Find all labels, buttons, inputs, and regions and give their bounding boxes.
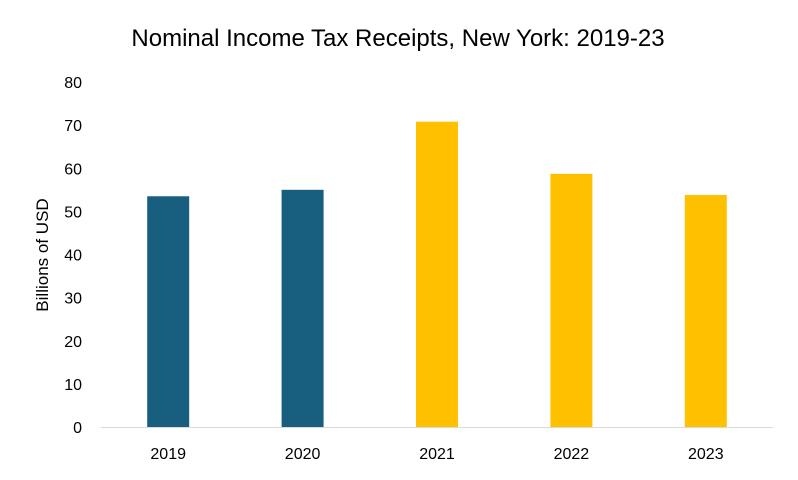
y-axis-ticks: 0 10 20 30 40 50 60 70 80 — [64, 75, 82, 437]
x-tick-label: 2019 — [150, 446, 186, 463]
y-tick-label: 40 — [64, 248, 82, 265]
y-tick-label: 20 — [64, 334, 82, 351]
y-tick-label: 60 — [64, 161, 82, 178]
y-tick-label: 50 — [64, 204, 82, 221]
y-tick-label: 0 — [73, 420, 82, 437]
bars-group — [147, 121, 727, 428]
y-axis-title: Billions of USD — [33, 198, 52, 311]
y-tick-label: 70 — [64, 118, 82, 135]
bar-2019 — [147, 196, 190, 427]
x-tick-label: 2020 — [285, 446, 321, 463]
x-tick-label: 2021 — [419, 446, 455, 463]
bar-2020 — [281, 189, 324, 427]
x-axis-ticks: 2019 2020 2021 2022 2023 — [150, 446, 723, 463]
y-tick-label: 10 — [64, 377, 82, 394]
bar-2023 — [684, 194, 727, 427]
chart-title: Nominal Income Tax Receipts, New York: 2… — [131, 25, 664, 52]
bar-2022 — [550, 173, 593, 427]
bar-2021 — [416, 121, 458, 428]
x-tick-label: 2023 — [688, 446, 724, 463]
y-tick-label: 30 — [64, 291, 82, 308]
y-tick-label: 80 — [64, 75, 82, 92]
x-tick-label: 2022 — [554, 446, 590, 463]
